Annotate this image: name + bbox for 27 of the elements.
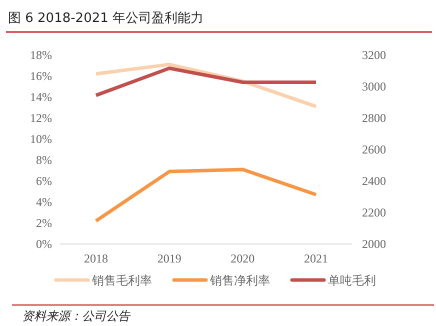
y-tick-label: 16% bbox=[30, 68, 52, 83]
y2-tick-label: 2600 bbox=[362, 142, 386, 156]
y2-tick-label: 2400 bbox=[362, 174, 386, 188]
y-tick-label: 12% bbox=[30, 110, 52, 125]
y-tick-label: 8% bbox=[36, 152, 52, 167]
y2-tick-label: 2800 bbox=[362, 110, 386, 125]
legend-label: 销售毛利率 bbox=[91, 274, 152, 288]
y-tick-label: 4% bbox=[36, 194, 52, 209]
x-tick-label: 2021 bbox=[304, 252, 328, 266]
text: 资料来源：公司公告 bbox=[22, 309, 131, 323]
y-tick-label: 0% bbox=[36, 236, 52, 251]
y-tick-label: 2% bbox=[36, 216, 52, 230]
x-tick-label: 2019 bbox=[157, 252, 182, 266]
y2-tick-label: 3000 bbox=[362, 79, 386, 94]
y2-tick-label: 2000 bbox=[362, 236, 386, 251]
x-tick-label: 2018 bbox=[84, 252, 108, 266]
y2-tick-label: 2200 bbox=[362, 205, 386, 220]
x-tick-label: 2020 bbox=[230, 252, 255, 266]
y-tick-label: 6% bbox=[36, 174, 52, 188]
legend-label: 销售净利率 bbox=[209, 274, 270, 288]
chart-title: 图 6 2018-2021 年公司盈利能力 bbox=[8, 11, 204, 26]
y-tick-label: 18% bbox=[30, 48, 52, 62]
y-tick-label: 14% bbox=[30, 90, 52, 104]
line-series bbox=[94, 168, 318, 223]
legend-label: 单吨毛利 bbox=[328, 274, 376, 288]
y2-tick-label: 3200 bbox=[362, 48, 386, 62]
y-tick-label: 10% bbox=[30, 132, 52, 146]
